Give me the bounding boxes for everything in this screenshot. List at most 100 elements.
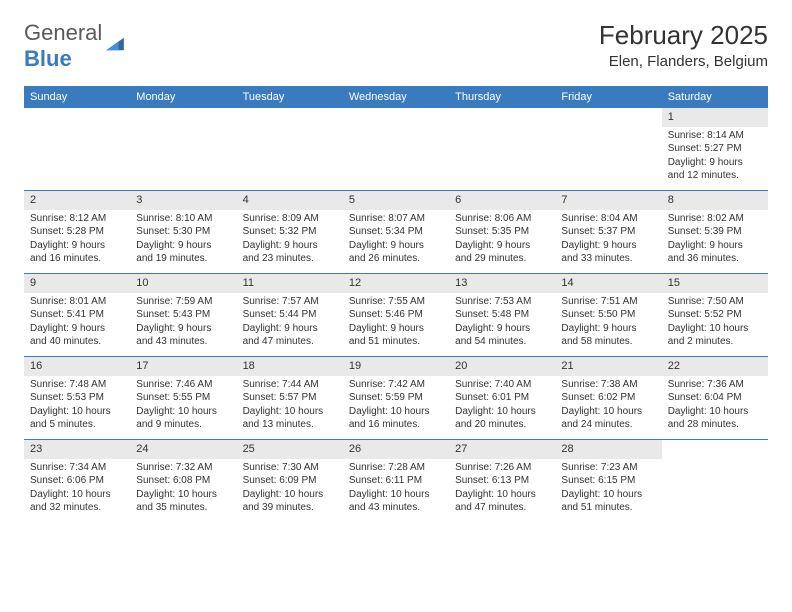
day-number: 3 [130, 191, 236, 210]
day-number [555, 108, 661, 112]
week-row: 2Sunrise: 8:12 AMSunset: 5:28 PMDaylight… [24, 190, 768, 273]
day-number: 7 [555, 191, 661, 210]
day-cell: 20Sunrise: 7:40 AMSunset: 6:01 PMDayligh… [449, 357, 555, 439]
day-cell: 24Sunrise: 7:32 AMSunset: 6:08 PMDayligh… [130, 440, 236, 522]
day-cell [662, 440, 768, 522]
day-body: Sunrise: 7:55 AMSunset: 5:46 PMDaylight:… [343, 293, 449, 353]
weekday-header: Friday [555, 87, 661, 107]
daylight-line: Daylight: 9 hours and 12 minutes. [668, 156, 762, 183]
sunset-line: Sunset: 6:01 PM [455, 391, 549, 405]
sunset-line: Sunset: 5:53 PM [30, 391, 124, 405]
day-cell: 9Sunrise: 8:01 AMSunset: 5:41 PMDaylight… [24, 274, 130, 356]
day-number: 4 [237, 191, 343, 210]
week-row: 23Sunrise: 7:34 AMSunset: 6:06 PMDayligh… [24, 439, 768, 522]
day-cell [237, 108, 343, 190]
weekday-header: Thursday [449, 87, 555, 107]
day-body: Sunrise: 8:09 AMSunset: 5:32 PMDaylight:… [237, 210, 343, 270]
day-number: 12 [343, 274, 449, 293]
location-label: Elen, Flanders, Belgium [599, 53, 768, 70]
day-number: 18 [237, 357, 343, 376]
weekday-header-row: Sunday Monday Tuesday Wednesday Thursday… [24, 86, 768, 107]
day-cell: 11Sunrise: 7:57 AMSunset: 5:44 PMDayligh… [237, 274, 343, 356]
sunrise-line: Sunrise: 8:09 AM [243, 212, 337, 226]
sunset-line: Sunset: 5:37 PM [561, 225, 655, 239]
day-cell: 7Sunrise: 8:04 AMSunset: 5:37 PMDaylight… [555, 191, 661, 273]
day-number: 20 [449, 357, 555, 376]
sunset-line: Sunset: 6:02 PM [561, 391, 655, 405]
day-body: Sunrise: 8:14 AMSunset: 5:27 PMDaylight:… [662, 127, 768, 187]
day-body: Sunrise: 7:53 AMSunset: 5:48 PMDaylight:… [449, 293, 555, 353]
day-body: Sunrise: 7:26 AMSunset: 6:13 PMDaylight:… [449, 459, 555, 519]
day-number: 16 [24, 357, 130, 376]
day-cell [449, 108, 555, 190]
daylight-line: Daylight: 9 hours and 29 minutes. [455, 239, 549, 266]
day-number: 22 [662, 357, 768, 376]
sunrise-line: Sunrise: 8:04 AM [561, 212, 655, 226]
day-number: 1 [662, 108, 768, 127]
daylight-line: Daylight: 9 hours and 26 minutes. [349, 239, 443, 266]
daylight-line: Daylight: 10 hours and 13 minutes. [243, 405, 337, 432]
day-body: Sunrise: 8:02 AMSunset: 5:39 PMDaylight:… [662, 210, 768, 270]
day-cell: 18 Sunrise: 7:44 AMSunset: 5:57 PMDayligh… [237, 357, 343, 439]
sunset-line: Sunset: 5:35 PM [455, 225, 549, 239]
day-cell: 1Sunrise: 8:14 AMSunset: 5:27 PMDaylight… [662, 108, 768, 190]
daylight-line: Daylight: 10 hours and 16 minutes. [349, 405, 443, 432]
sunset-line: Sunset: 5:39 PM [668, 225, 762, 239]
day-body: Sunrise: 8:06 AMSunset: 5:35 PMDaylight:… [449, 210, 555, 270]
day-cell: 28Sunrise: 7:23 AMSunset: 6:15 PMDayligh… [555, 440, 661, 522]
day-cell: 27Sunrise: 7:26 AMSunset: 6:13 PMDayligh… [449, 440, 555, 522]
daylight-line: Daylight: 10 hours and 2 minutes. [668, 322, 762, 349]
day-number: 26 [343, 440, 449, 459]
daylight-line: Daylight: 10 hours and 28 minutes. [668, 405, 762, 432]
sunrise-line: Sunrise: 7:59 AM [136, 295, 230, 309]
daylight-line: Daylight: 9 hours and 19 minutes. [136, 239, 230, 266]
weekday-header: Monday [130, 87, 236, 107]
day-number: 17 [130, 357, 236, 376]
sunrise-line: Sunrise: 7:44 AM [243, 378, 337, 392]
sunrise-line: Sunrise: 7:57 AM [243, 295, 337, 309]
daylight-line: Daylight: 9 hours and 36 minutes. [668, 239, 762, 266]
sunrise-line: Sunrise: 7:53 AM [455, 295, 549, 309]
sunrise-line: Sunrise: 7:42 AM [349, 378, 443, 392]
day-number: 24 [130, 440, 236, 459]
day-body: Sunrise: 8:07 AMSunset: 5:34 PMDaylight:… [343, 210, 449, 270]
day-number: 5 [343, 191, 449, 210]
sunset-line: Sunset: 5:52 PM [668, 308, 762, 322]
sunrise-line: Sunrise: 7:46 AM [136, 378, 230, 392]
sunrise-line: Sunrise: 7:51 AM [561, 295, 655, 309]
day-cell: 22Sunrise: 7:36 AMSunset: 6:04 PMDayligh… [662, 357, 768, 439]
sunset-line: Sunset: 5:57 PM [243, 391, 337, 405]
daylight-line: Daylight: 10 hours and 51 minutes. [561, 488, 655, 515]
day-cell [24, 108, 130, 190]
day-number: 15 [662, 274, 768, 293]
day-number: 6 [449, 191, 555, 210]
day-cell: 14Sunrise: 7:51 AMSunset: 5:50 PMDayligh… [555, 274, 661, 356]
sunset-line: Sunset: 6:06 PM [30, 474, 124, 488]
day-body: Sunrise: 7:23 AMSunset: 6:15 PMDaylight:… [555, 459, 661, 519]
daylight-line: Daylight: 9 hours and 40 minutes. [30, 322, 124, 349]
sunset-line: Sunset: 6:09 PM [243, 474, 337, 488]
daylight-line: Daylight: 9 hours and 47 minutes. [243, 322, 337, 349]
sunset-line: Sunset: 6:15 PM [561, 474, 655, 488]
day-body: Sunrise: 7:28 AMSunset: 6:11 PMDaylight:… [343, 459, 449, 519]
sunset-line: Sunset: 5:32 PM [243, 225, 337, 239]
sunrise-line: Sunrise: 7:26 AM [455, 461, 549, 475]
day-cell: 15Sunrise: 7:50 AMSunset: 5:52 PMDayligh… [662, 274, 768, 356]
sunrise-line: Sunrise: 7:38 AM [561, 378, 655, 392]
logo-sail-icon [104, 36, 126, 57]
day-cell: 10Sunrise: 7:59 AMSunset: 5:43 PMDayligh… [130, 274, 236, 356]
day-cell: 12Sunrise: 7:55 AMSunset: 5:46 PMDayligh… [343, 274, 449, 356]
day-body: Sunrise: 7:30 AMSunset: 6:09 PMDaylight:… [237, 459, 343, 519]
sunset-line: Sunset: 5:44 PM [243, 308, 337, 322]
daylight-line: Daylight: 10 hours and 39 minutes. [243, 488, 337, 515]
day-cell [130, 108, 236, 190]
day-cell: 8Sunrise: 8:02 AMSunset: 5:39 PMDaylight… [662, 191, 768, 273]
day-number [24, 108, 130, 112]
sunrise-line: Sunrise: 7:34 AM [30, 461, 124, 475]
daylight-line: Daylight: 9 hours and 16 minutes. [30, 239, 124, 266]
day-number: 13 [449, 274, 555, 293]
title-block: February 2025 Elen, Flanders, Belgium [599, 20, 768, 70]
day-cell [343, 108, 449, 190]
daylight-line: Daylight: 10 hours and 20 minutes. [455, 405, 549, 432]
day-number [449, 108, 555, 112]
